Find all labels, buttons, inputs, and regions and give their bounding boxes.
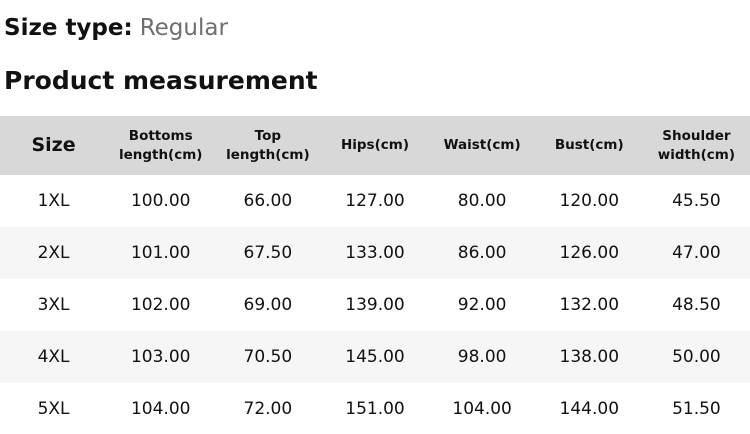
measurement-cell: 67.50 — [243, 243, 293, 264]
measurement-cell: 133.00 — [345, 243, 405, 264]
column-header-hips-cm: Hips(cm) — [340, 137, 410, 154]
measurement-cell: 103.00 — [130, 347, 191, 368]
measurement-cell: 66.00 — [243, 191, 293, 212]
measurement-cell: 145.00 — [345, 347, 405, 368]
measurement-cell: 50.00 — [672, 347, 721, 368]
table-row-3xl: 3XL 102.00 69.00 139.00 92.00 132.00 48.50 — [0, 279, 750, 332]
size-type-value: Regular — [139, 15, 228, 41]
measurement-cell: 138.00 — [559, 347, 620, 368]
size-cell: 2XL — [37, 243, 70, 264]
size-cell: 3XL — [37, 295, 70, 316]
column-header-bottoms-length-cm: Bottoms length(cm) — [118, 127, 203, 163]
size-cell: 1XL — [37, 191, 70, 212]
measurement-cell: 139.00 — [345, 295, 405, 316]
measurement-cell: 104.00 — [130, 399, 191, 420]
table-row-5xl: 5XL 104.00 72.00 151.00 104.00 144.00 51.50 — [0, 383, 750, 434]
measurement-cell: 102.00 — [130, 295, 191, 316]
measurement-cell: 101.00 — [130, 243, 191, 264]
size-type-line: Size type: Regular — [0, 0, 750, 43]
column-header-shoulder-width-cm: Shoulder width(cm) — [657, 127, 736, 163]
measurement-cell: 48.50 — [672, 295, 721, 316]
table-row-4xl: 4XL 103.00 70.50 145.00 98.00 138.00 50.00 — [0, 331, 750, 384]
column-header-bust-cm: Bust(cm) — [554, 137, 624, 154]
table-row-1xl: 1XL 100.00 66.00 127.00 80.00 120.00 45.50 — [0, 175, 750, 228]
measurement-cell: 72.00 — [243, 399, 293, 420]
table-header-row: Size Bottoms length(cm) Top length(cm) Hips… — [0, 116, 750, 176]
measurement-cell: 126.00 — [559, 243, 620, 264]
table-body: 1XL 100.00 66.00 127.00 80.00 120.00 45.50 2XL 1… — [0, 175, 750, 434]
measurement-cell: 45.50 — [672, 191, 721, 212]
size-cell: 4XL — [37, 347, 70, 368]
measurement-cell: 70.50 — [243, 347, 293, 368]
measurement-cell: 51.50 — [672, 399, 721, 420]
measurement-cell: 98.00 — [457, 347, 507, 368]
section-title: Product measurement — [4, 65, 318, 95]
measurement-cell: 151.00 — [345, 399, 405, 420]
measurement-table: Size Bottoms length(cm) Top length(cm) Hips… — [0, 116, 750, 434]
measurement-cell: 127.00 — [345, 191, 405, 212]
measurement-cell: 132.00 — [559, 295, 620, 316]
column-header-waist-cm: Waist(cm) — [443, 137, 521, 154]
measurement-cell: 92.00 — [457, 295, 507, 316]
table-header: Size Bottoms length(cm) Top length(cm) Hips… — [0, 116, 750, 176]
measurement-cell: 104.00 — [452, 399, 512, 420]
measurement-cell: 80.00 — [457, 191, 507, 212]
measurement-cell: 47.00 — [672, 243, 721, 264]
column-header-top-length-cm: Top length(cm) — [226, 127, 310, 163]
column-header-size: Size — [31, 134, 76, 157]
size-cell: 5XL — [37, 399, 70, 420]
measurement-cell: 100.00 — [130, 191, 191, 212]
size-type-label: Size type: — [4, 15, 133, 41]
measurement-cell: 69.00 — [243, 295, 293, 316]
measurement-cell: 120.00 — [559, 191, 620, 212]
measurement-cell: 144.00 — [559, 399, 620, 420]
measurement-cell: 86.00 — [457, 243, 507, 264]
table-row-2xl: 2XL 101.00 67.50 133.00 86.00 126.00 47.00 — [0, 227, 750, 280]
